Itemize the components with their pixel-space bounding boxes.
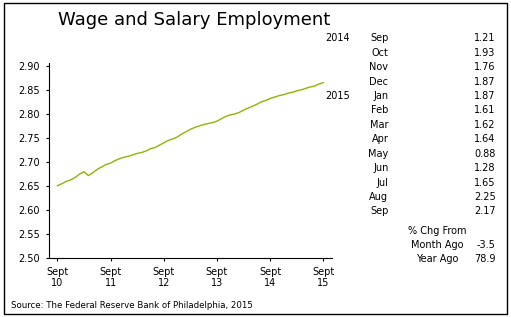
Text: Jan: Jan bbox=[373, 91, 388, 101]
Text: Dec: Dec bbox=[369, 77, 388, 87]
Text: Aug: Aug bbox=[369, 192, 388, 202]
Text: Feb: Feb bbox=[371, 105, 388, 115]
Text: Jun: Jun bbox=[373, 163, 388, 173]
Text: 2.25: 2.25 bbox=[474, 192, 496, 202]
Text: 1.62: 1.62 bbox=[474, 120, 496, 130]
Text: May: May bbox=[368, 149, 388, 159]
Text: 2.17: 2.17 bbox=[474, 206, 496, 217]
Text: -3.5: -3.5 bbox=[477, 240, 496, 250]
Text: 1.61: 1.61 bbox=[474, 105, 496, 115]
Text: 1.64: 1.64 bbox=[474, 134, 496, 144]
Text: Wage and Salary Employment: Wage and Salary Employment bbox=[58, 11, 330, 29]
Text: Sep: Sep bbox=[370, 206, 388, 217]
Text: Source: The Federal Reserve Bank of Philadelphia, 2015: Source: The Federal Reserve Bank of Phil… bbox=[11, 301, 253, 310]
Text: Apr: Apr bbox=[371, 134, 388, 144]
Text: 2015: 2015 bbox=[326, 91, 350, 101]
Text: Sep: Sep bbox=[370, 33, 388, 43]
Text: 78.9: 78.9 bbox=[474, 254, 496, 264]
Text: 1.65: 1.65 bbox=[474, 178, 496, 188]
Text: 1.93: 1.93 bbox=[474, 48, 496, 58]
Text: % Chg From: % Chg From bbox=[408, 226, 466, 236]
Text: 1.21: 1.21 bbox=[474, 33, 496, 43]
Text: 0.88: 0.88 bbox=[474, 149, 496, 159]
Text: 1.87: 1.87 bbox=[474, 77, 496, 87]
Text: 1.87: 1.87 bbox=[474, 91, 496, 101]
Text: Oct: Oct bbox=[371, 48, 388, 58]
Text: Mar: Mar bbox=[370, 120, 388, 130]
Text: 1.76: 1.76 bbox=[474, 62, 496, 72]
Text: Jul: Jul bbox=[377, 178, 388, 188]
Text: Month Ago: Month Ago bbox=[411, 240, 463, 250]
Text: 2014: 2014 bbox=[326, 33, 350, 43]
Text: 1.28: 1.28 bbox=[474, 163, 496, 173]
Text: Year Ago: Year Ago bbox=[416, 254, 458, 264]
Text: Nov: Nov bbox=[369, 62, 388, 72]
